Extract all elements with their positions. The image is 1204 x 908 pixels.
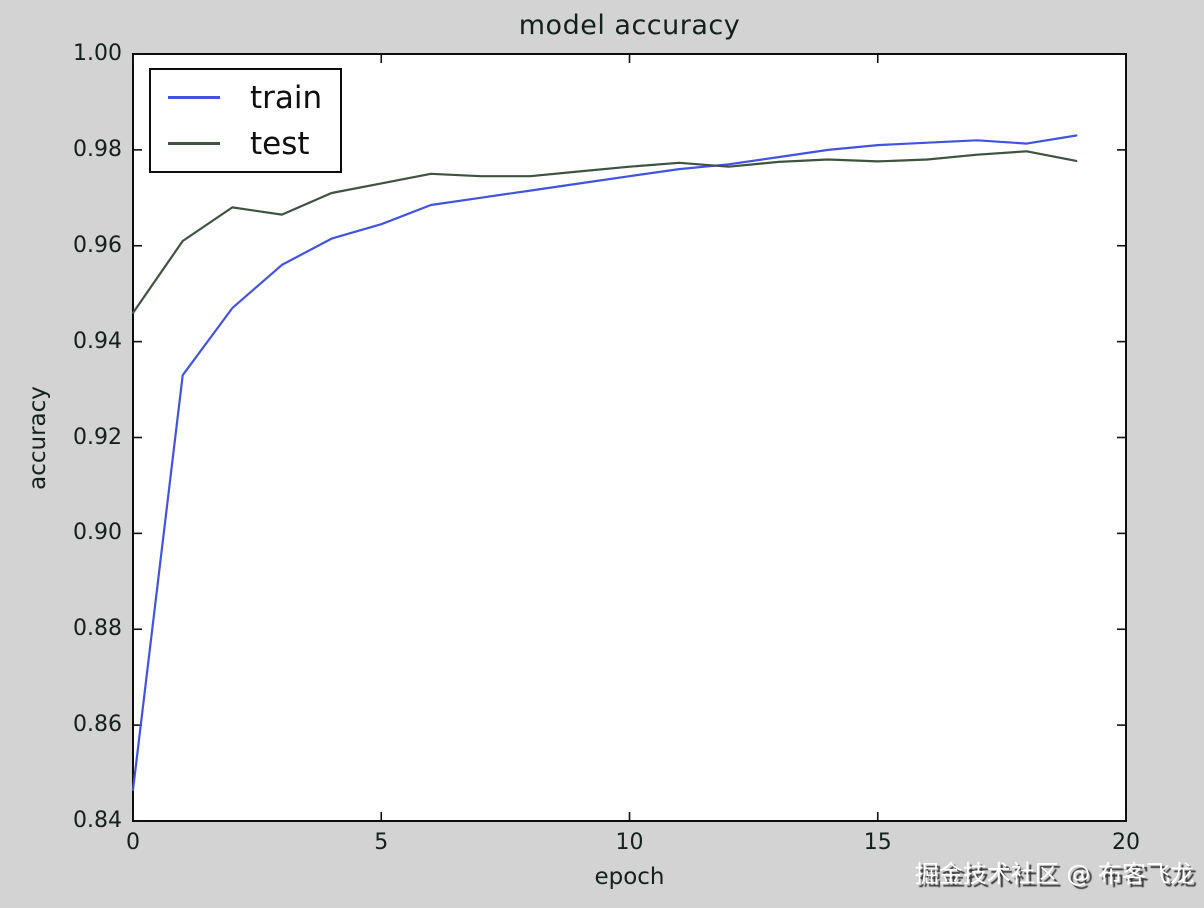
y-tick-label: 0.88 — [73, 616, 122, 642]
legend-label: train — [250, 79, 323, 116]
axis-ticks — [132, 53, 1127, 822]
legend-line-swatch — [168, 142, 220, 145]
series-lines — [131, 134, 1078, 791]
y-tick-label: 1.00 — [73, 41, 122, 66]
y-tick-label: 0.96 — [73, 232, 122, 258]
legend-label: test — [250, 125, 310, 162]
y-tick-label: 0.84 — [73, 808, 122, 833]
x-tick-label: 5 — [374, 830, 389, 855]
y-tick-label: 0.98 — [73, 136, 122, 162]
x-axis-label: epoch — [594, 864, 665, 890]
y-tick-label: 0.92 — [73, 424, 122, 450]
y-tick-label: 0.90 — [73, 520, 122, 546]
test-line — [131, 150, 1078, 314]
chart-title: model accuracy — [518, 10, 741, 41]
y-tick-label: 0.86 — [73, 712, 122, 738]
legend-entry-test: test — [151, 125, 340, 163]
x-tick-label: 15 — [863, 830, 892, 855]
watermark-text: 掘金技术社区 @ 布客飞龙 — [914, 860, 1194, 888]
legend-line-swatch — [168, 96, 220, 99]
x-tick-label: 20 — [1112, 830, 1140, 855]
legend: train test — [149, 68, 342, 173]
legend-entry-train: train — [151, 79, 340, 117]
x-tick-label: 10 — [615, 830, 644, 855]
axes-frame — [132, 53, 1127, 822]
train-line — [131, 134, 1078, 791]
y-tick-label: 0.94 — [73, 328, 122, 354]
x-tick-label: 0 — [126, 830, 140, 855]
